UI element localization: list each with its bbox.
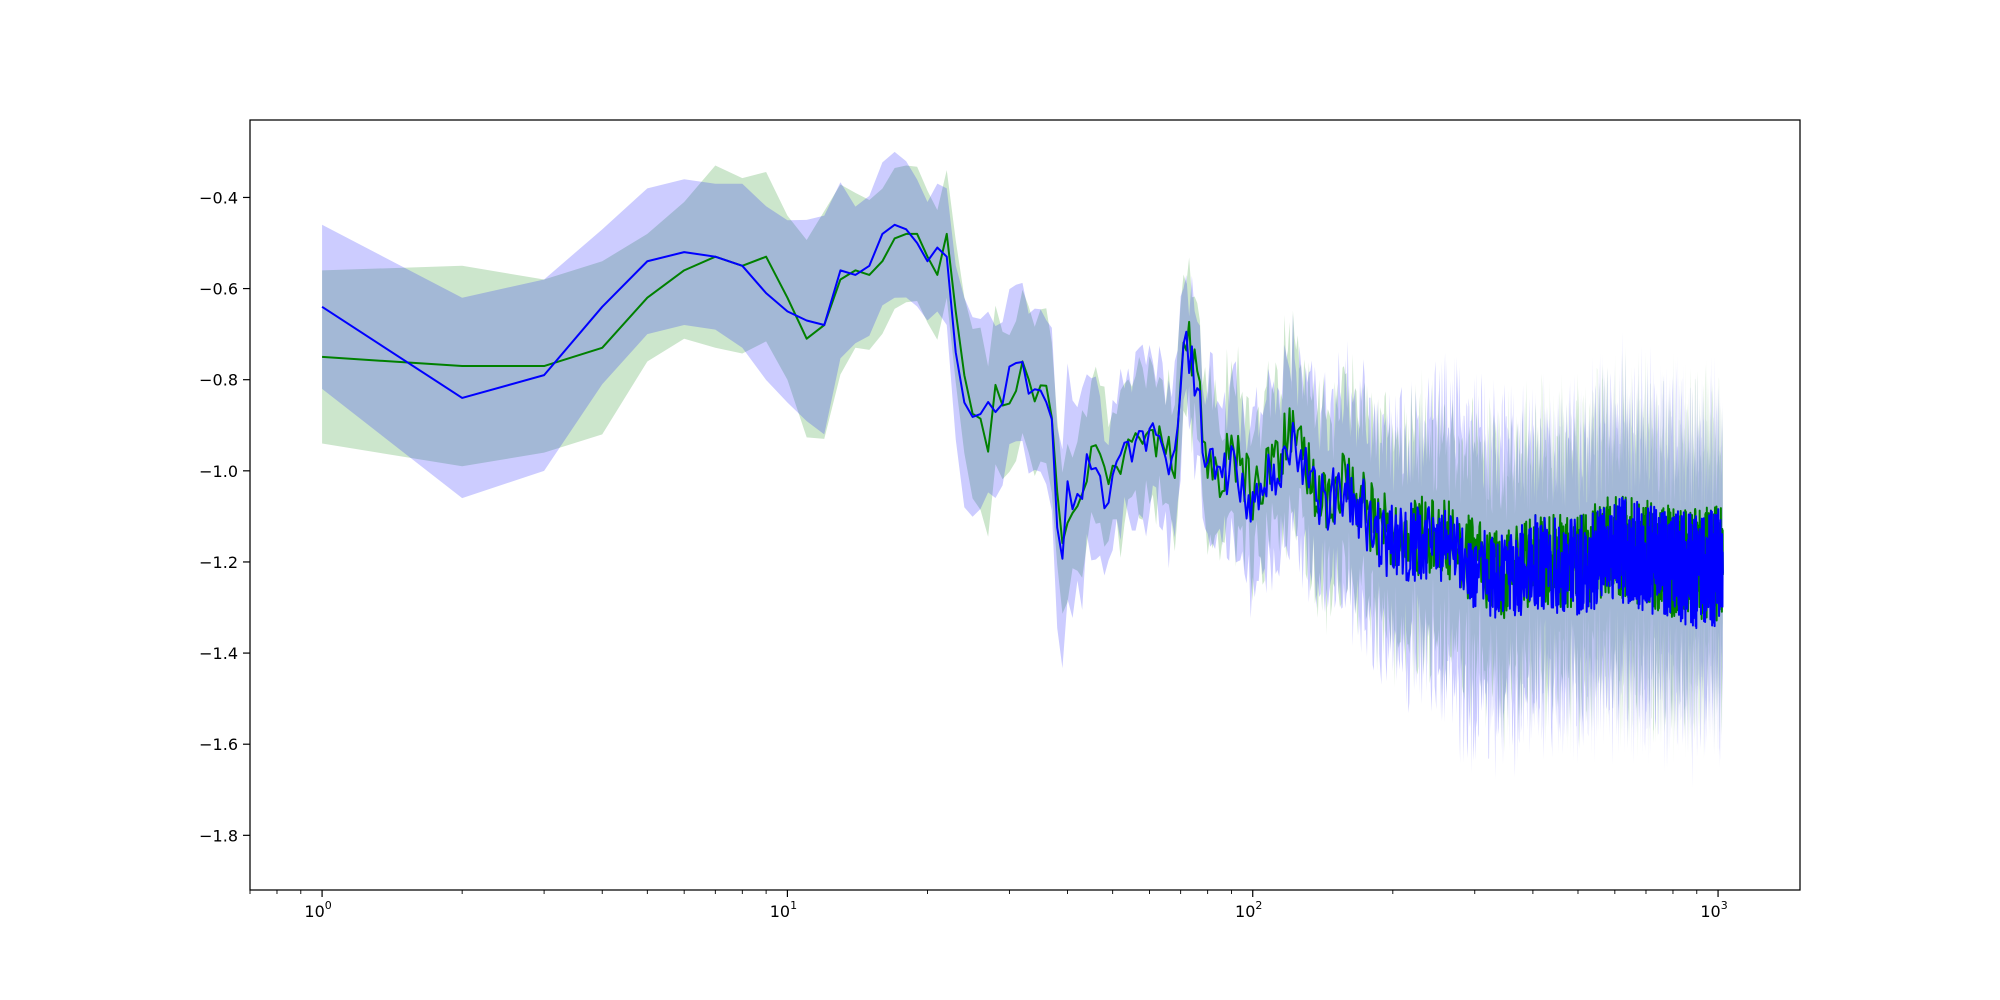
y-tick-label: −1.8 — [199, 826, 238, 845]
series-lines — [321, 223, 1724, 630]
y-tick-label: −1.6 — [199, 735, 238, 754]
series-1-band — [322, 165, 1723, 764]
x-tick-label: 103 — [1700, 899, 1727, 921]
series-2-line — [321, 223, 1724, 630]
y-tick-label: −0.6 — [199, 280, 238, 299]
x-tick-label: 101 — [770, 899, 797, 921]
x-tick-label: 100 — [304, 899, 331, 921]
x-tick-label: 102 — [1235, 899, 1262, 921]
plot-frame — [249, 119, 1801, 891]
y-tick-label: −1.4 — [199, 644, 238, 663]
x-axis-ticks: 100 101 102 103 — [249, 890, 1728, 921]
y-tick-label: −0.8 — [199, 371, 238, 390]
y-tick-label: −0.4 — [199, 188, 238, 207]
y-tick-label: −1.2 — [199, 553, 238, 572]
y-axis-ticks: −0.4 −0.6 −0.8 −1.0 −1.2 −1.4 −1.6 −1.8 — [199, 188, 250, 845]
series-2-band — [322, 151, 1723, 789]
y-tick-label: −1.0 — [199, 462, 238, 481]
confidence-bands — [322, 151, 1723, 789]
